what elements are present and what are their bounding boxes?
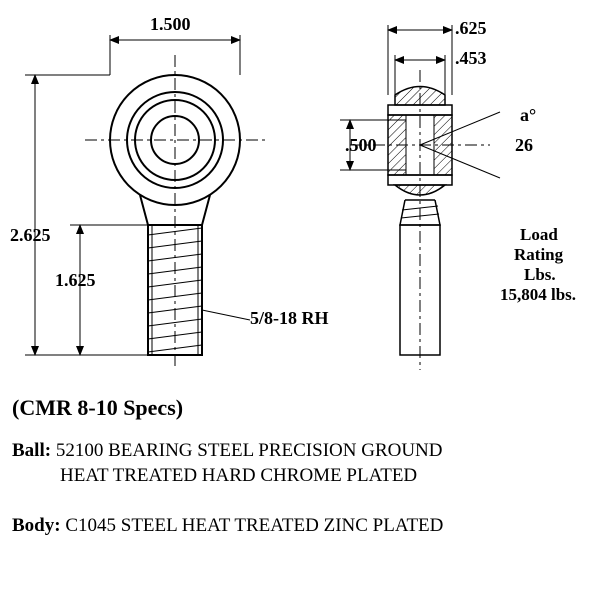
body-line1: C1045 STEEL HEAT TREATED ZINC PLATED: [65, 515, 443, 536]
load-line-3: Lbs.: [524, 265, 556, 285]
dim-thread: 5/8-18 RH: [250, 308, 329, 329]
dim-angle-deg: a°: [520, 105, 536, 126]
dim-total-height: 2.625: [10, 225, 51, 246]
part-title: (CMR 8-10 Specs): [12, 395, 183, 421]
dim-top-width: .625: [455, 18, 487, 39]
ball-line1: 52100 BEARING STEEL PRECISION GROUND: [56, 440, 443, 461]
engineering-drawing: [0, 0, 600, 400]
dim-bore: .500: [345, 135, 377, 156]
side-view: [340, 25, 500, 370]
dim-angle-val: 26: [515, 135, 533, 156]
dim-inner-width: .453: [455, 48, 487, 69]
dim-shaft-height: 1.625: [55, 270, 96, 291]
front-view: [25, 35, 265, 370]
load-line-2: Rating: [514, 245, 563, 265]
ball-label: Ball: 52100 BEARING STEEL PRECISION GROU…: [12, 440, 443, 462]
ball-line2: HEAT TREATED HARD CHROME PLATED: [60, 465, 417, 487]
body-label-text: Body:: [12, 515, 61, 536]
load-line-1: Load: [520, 225, 558, 245]
diagram-container: 1.500 2.625 1.625 5/8-18 RH .625 .453 .5…: [0, 0, 600, 600]
ball-label-text: Ball:: [12, 440, 51, 461]
dim-head-width: 1.500: [150, 14, 191, 35]
load-line-4: 15,804 lbs.: [500, 285, 576, 305]
body-label: Body: C1045 STEEL HEAT TREATED ZINC PLAT…: [12, 515, 443, 537]
